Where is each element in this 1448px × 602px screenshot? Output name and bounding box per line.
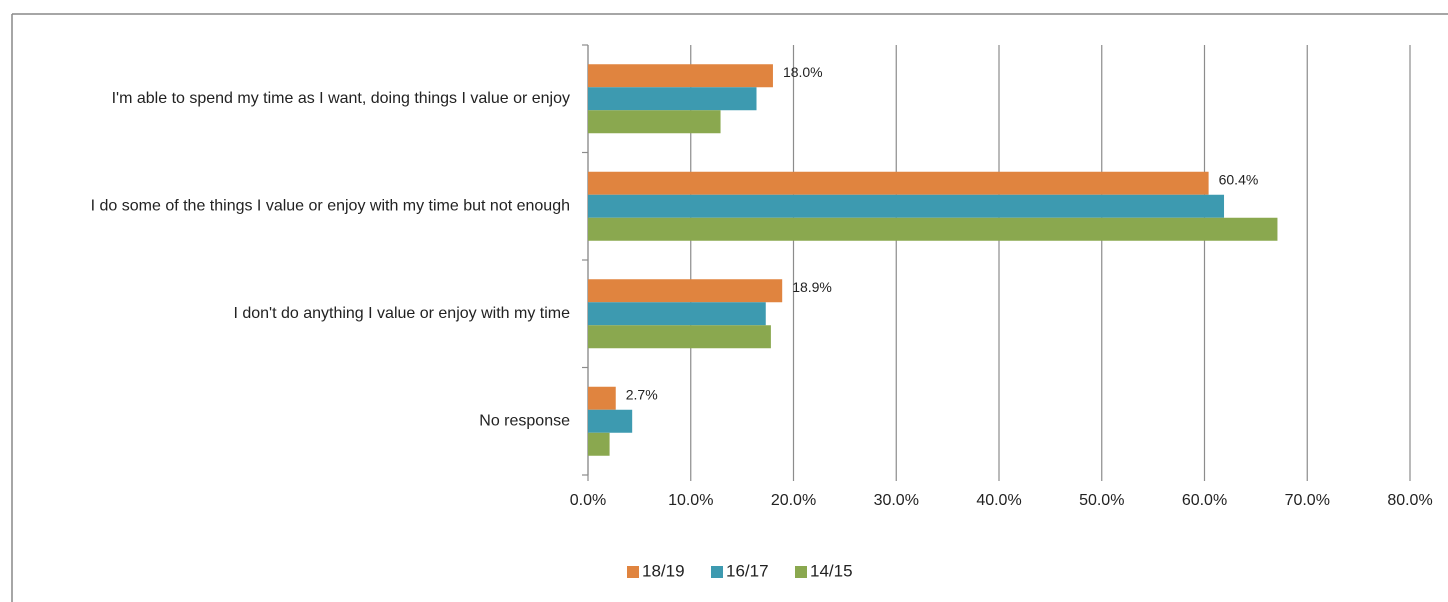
legend-label: 16/17 bbox=[726, 561, 769, 580]
legend-label: 14/15 bbox=[810, 561, 853, 580]
x-tick-label: 80.0% bbox=[1387, 492, 1432, 509]
legend-swatch bbox=[711, 566, 723, 578]
bar bbox=[588, 432, 610, 456]
bar bbox=[588, 64, 773, 88]
x-tick-label: 10.0% bbox=[668, 492, 713, 509]
y-tick-label: I do some of the things I value or enjoy… bbox=[91, 197, 570, 214]
legend-swatch bbox=[627, 566, 639, 578]
legend-label: 18/19 bbox=[642, 561, 685, 580]
bar bbox=[588, 171, 1209, 195]
y-tick-label: I'm able to spend my time as I want, doi… bbox=[112, 90, 570, 107]
bar bbox=[588, 279, 783, 303]
x-tick-label: 30.0% bbox=[874, 492, 919, 509]
bar bbox=[588, 325, 771, 349]
bar bbox=[588, 386, 616, 410]
x-tick-label: 0.0% bbox=[570, 492, 606, 509]
bar bbox=[588, 217, 1278, 241]
x-tick-label: 40.0% bbox=[976, 492, 1021, 509]
x-tick-label: 70.0% bbox=[1285, 492, 1330, 509]
data-label: 2.7% bbox=[626, 386, 658, 402]
data-label: 18.0% bbox=[783, 64, 823, 80]
bar bbox=[588, 110, 721, 134]
bar bbox=[588, 87, 757, 111]
legend-swatch bbox=[795, 566, 807, 578]
y-tick-label: No response bbox=[479, 412, 570, 429]
bar bbox=[588, 194, 1225, 218]
x-tick-label: 50.0% bbox=[1079, 492, 1124, 509]
bar bbox=[588, 302, 766, 326]
data-label: 18.9% bbox=[792, 279, 832, 295]
y-tick-label: I don't do anything I value or enjoy wit… bbox=[233, 305, 570, 322]
x-tick-label: 60.0% bbox=[1182, 492, 1227, 509]
data-label: 60.4% bbox=[1219, 171, 1259, 187]
bar bbox=[588, 409, 633, 433]
x-tick-label: 20.0% bbox=[771, 492, 816, 509]
